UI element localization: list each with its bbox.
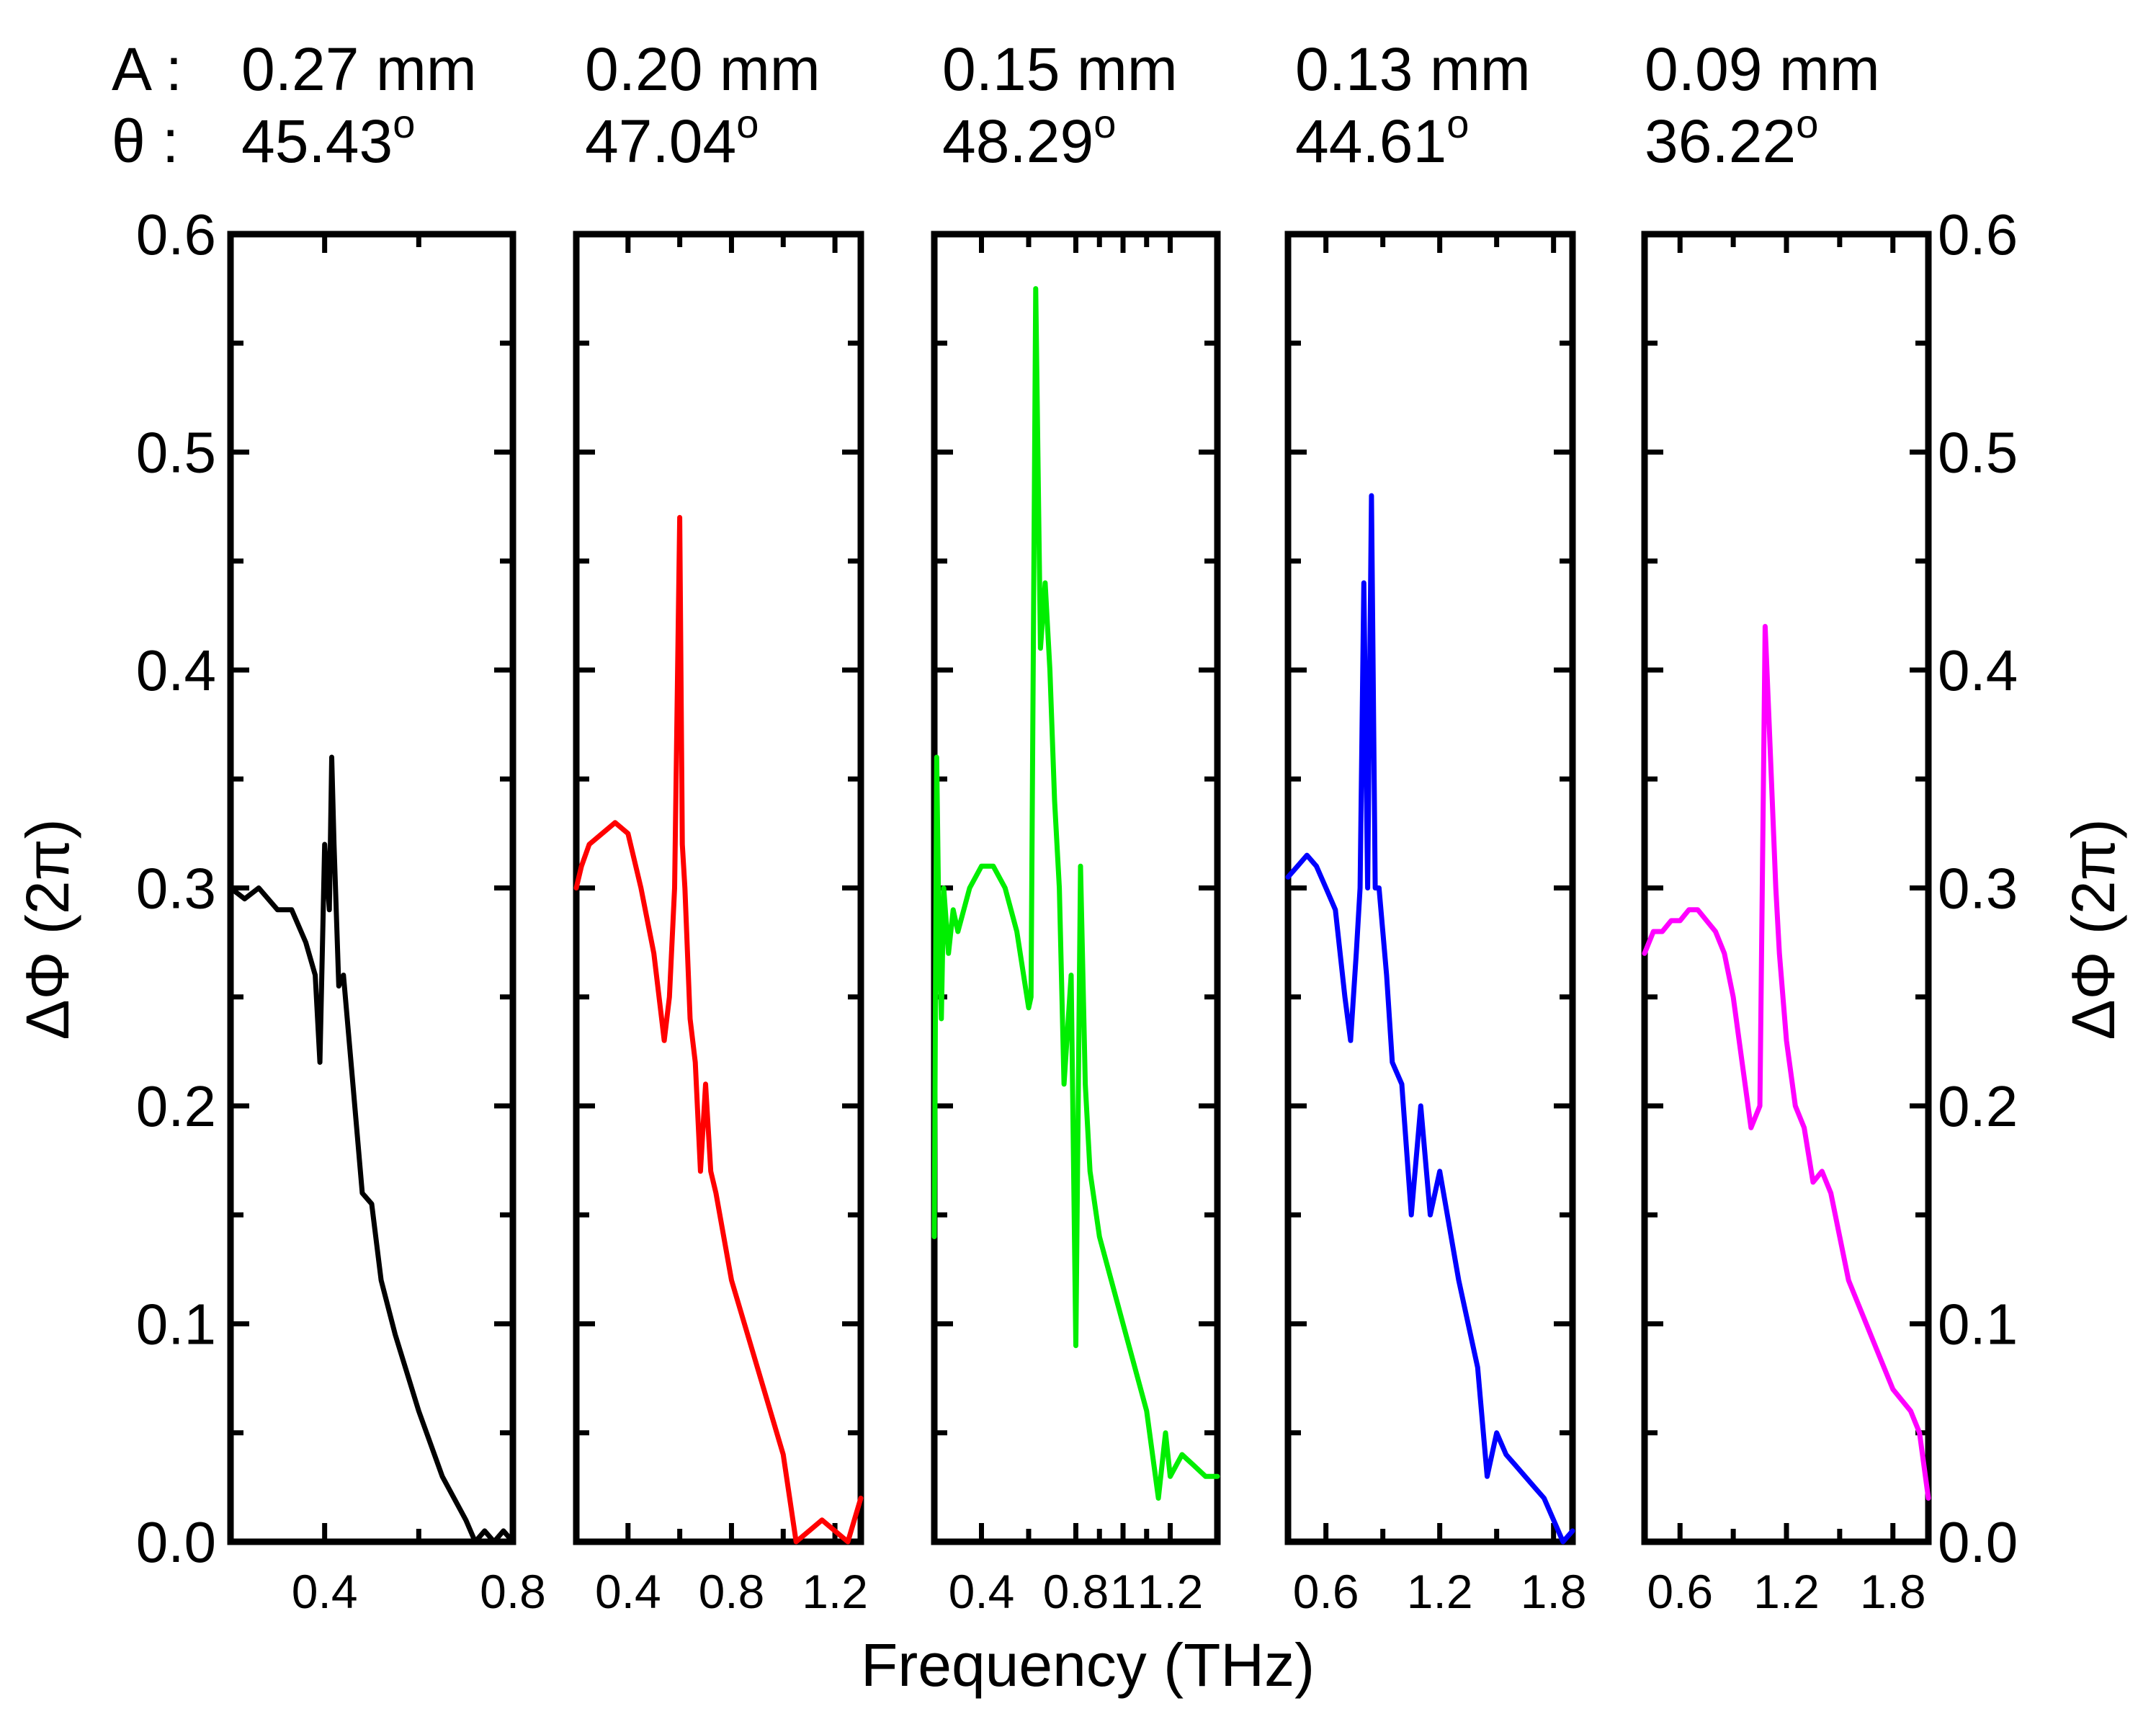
degree-superscript: o [736,101,759,146]
y-tick-label-left: 0.3 [136,857,216,921]
panel-5: 0.6 1.2 1.8 [1641,231,1932,1618]
panel-2: 0.4 0.8 1.2 [573,231,868,1618]
degree-superscript: o [1796,101,1818,146]
degree-superscript: o [1093,101,1116,146]
data-series-line [573,514,864,1545]
x-tick-label: 1.2 [1137,1565,1204,1618]
y-tick-label-left: 0.0 [136,1510,216,1574]
x-tick-label: 1.8 [1860,1565,1926,1618]
a-value-label: 0.27 mm [241,35,477,103]
data-series-line [1285,493,1575,1545]
data-series-line [931,286,1220,1501]
a-value-label: 0.09 mm [1645,35,1880,103]
a-value-label: 0.13 mm [1295,35,1531,103]
x-tick-label: 0.4 [595,1565,661,1618]
y-tick-label-right: 0.1 [1938,1292,2018,1357]
x-tick-label: 0.6 [1293,1565,1359,1618]
x-tick-label: 0.4 [292,1565,358,1618]
x-tick-label: 0.8 [1043,1565,1109,1618]
theta-value-label: 48.29o [942,101,1116,175]
y-tick-label-right: 0.4 [1938,638,2018,702]
y-tick-label-left: 0.5 [136,421,216,485]
x-tick-label: 1 [1110,1565,1137,1618]
y-tick-label-left: 0.6 [136,202,216,267]
plot-frame [1284,231,1576,1545]
theta-value-label: 36.22o [1645,101,1818,175]
theta-value-label: 44.61o [1295,101,1469,175]
x-tick-label: 1.2 [1407,1565,1473,1618]
y-axis-label-left: ΔΦ (2π) [14,818,81,1040]
y-tick-label-left: 0.1 [136,1292,216,1357]
panels: 0.4 0.8 0.4 0.8 1.2 0.4 0.8 1 1.2 0.6 1.2 1.8 0.6 1.2… [136,202,2018,1618]
y-tick-label-right: 0.3 [1938,857,2018,921]
theta-value-label: 47.04o [585,101,759,175]
plot-frame [1641,231,1932,1545]
plot-frame [573,231,864,1545]
data-series-line [1642,624,1931,1501]
x-axis-label: Frequency (THz) [861,1631,1315,1699]
degree-superscript: o [393,101,415,146]
y-tick-label-right: 0.6 [1938,202,2018,267]
y-tick-label-left: 0.4 [136,638,216,702]
a-value-label: 0.20 mm [585,35,820,103]
data-series-line [228,754,516,1545]
a-value-label: 0.15 mm [942,35,1178,103]
y-axis-label-right: ΔΦ (2π) [2059,818,2127,1040]
x-tick-label: 1.2 [802,1565,868,1618]
x-tick-label: 0.6 [1647,1565,1713,1618]
y-tick-label-right: 0.2 [1938,1074,2018,1138]
y-tick-label-left: 0.2 [136,1074,216,1138]
degree-superscript: o [1446,101,1469,146]
panel-4: 0.6 1.2 1.8 [1284,231,1587,1618]
y-tick-label-right: 0.5 [1938,421,2018,485]
a-prefix-label: A : [112,35,182,103]
x-tick-label: 0.8 [480,1565,546,1618]
x-tick-label: 0.8 [699,1565,765,1618]
panel-3: 0.4 0.8 1 1.2 [931,231,1221,1618]
theta-value-label: 45.43o [241,101,415,175]
x-tick-label: 1.2 [1753,1565,1820,1618]
x-tick-label: 1.8 [1521,1565,1587,1618]
theta-prefix-label: θ : [112,107,179,175]
panel-1: 0.4 0.8 [227,231,546,1618]
y-tick-label-right: 0.0 [1938,1510,2018,1574]
plot-frame [227,231,516,1545]
x-tick-label: 0.4 [949,1565,1015,1618]
